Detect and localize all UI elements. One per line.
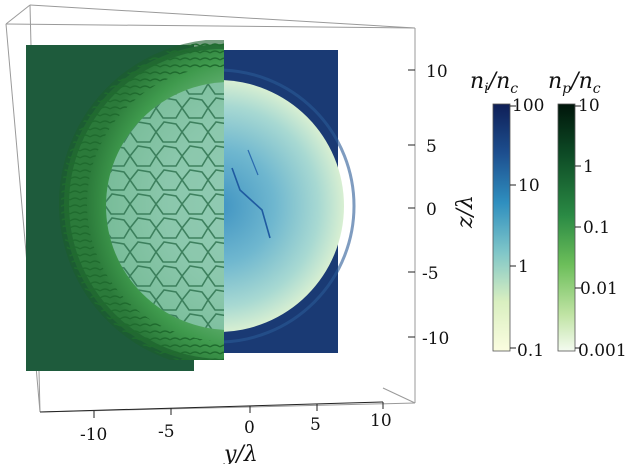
particle-tick-2: 0.1 <box>583 218 610 238</box>
y-axis-label: y/λ <box>223 442 258 464</box>
z-tick-3: -5 <box>422 264 439 284</box>
ion-tick-0: 100 <box>512 96 544 116</box>
ion-colorbar-gradient <box>492 103 511 352</box>
y-tick-1: -5 <box>158 422 175 442</box>
particle-tick-4: 0.001 <box>578 341 627 361</box>
z-tick-2: 0 <box>426 200 437 220</box>
particle-colorbar-gradient <box>557 103 576 352</box>
y-tick-3: 5 <box>310 415 321 435</box>
particle-tick-1: 1 <box>583 157 594 177</box>
ion-colorbar-label: ni/nc <box>470 69 518 97</box>
y-tick-4: 10 <box>370 411 392 431</box>
z-tick-1: 5 <box>426 137 437 157</box>
particle-tick-3: 0.01 <box>580 279 618 299</box>
z-axis-label: z/λ <box>453 195 478 229</box>
ion-tick-1: 10 <box>518 176 540 196</box>
ion-tick-3: 0.1 <box>517 341 544 361</box>
particle-colorbar: np/nc 10 1 0.1 0.01 0.001 <box>548 69 627 361</box>
ion-tick-2: 1 <box>518 257 529 277</box>
y-tick-2: 0 <box>244 418 255 438</box>
particle-tick-0: 10 <box>578 96 600 116</box>
z-tick-0: 10 <box>426 62 448 82</box>
y-axis: -10 -5 0 5 10 y/λ <box>39 401 392 464</box>
z-tick-4: -10 <box>422 329 449 349</box>
z-axis: 10 5 0 -5 -10 z/λ <box>408 62 478 349</box>
ion-colorbar: ni/nc 100 10 1 0.1 <box>470 69 544 361</box>
y-tick-0: -10 <box>80 425 107 445</box>
ion-density-sphere <box>224 80 344 332</box>
particle-colorbar-label: np/nc <box>548 69 601 97</box>
